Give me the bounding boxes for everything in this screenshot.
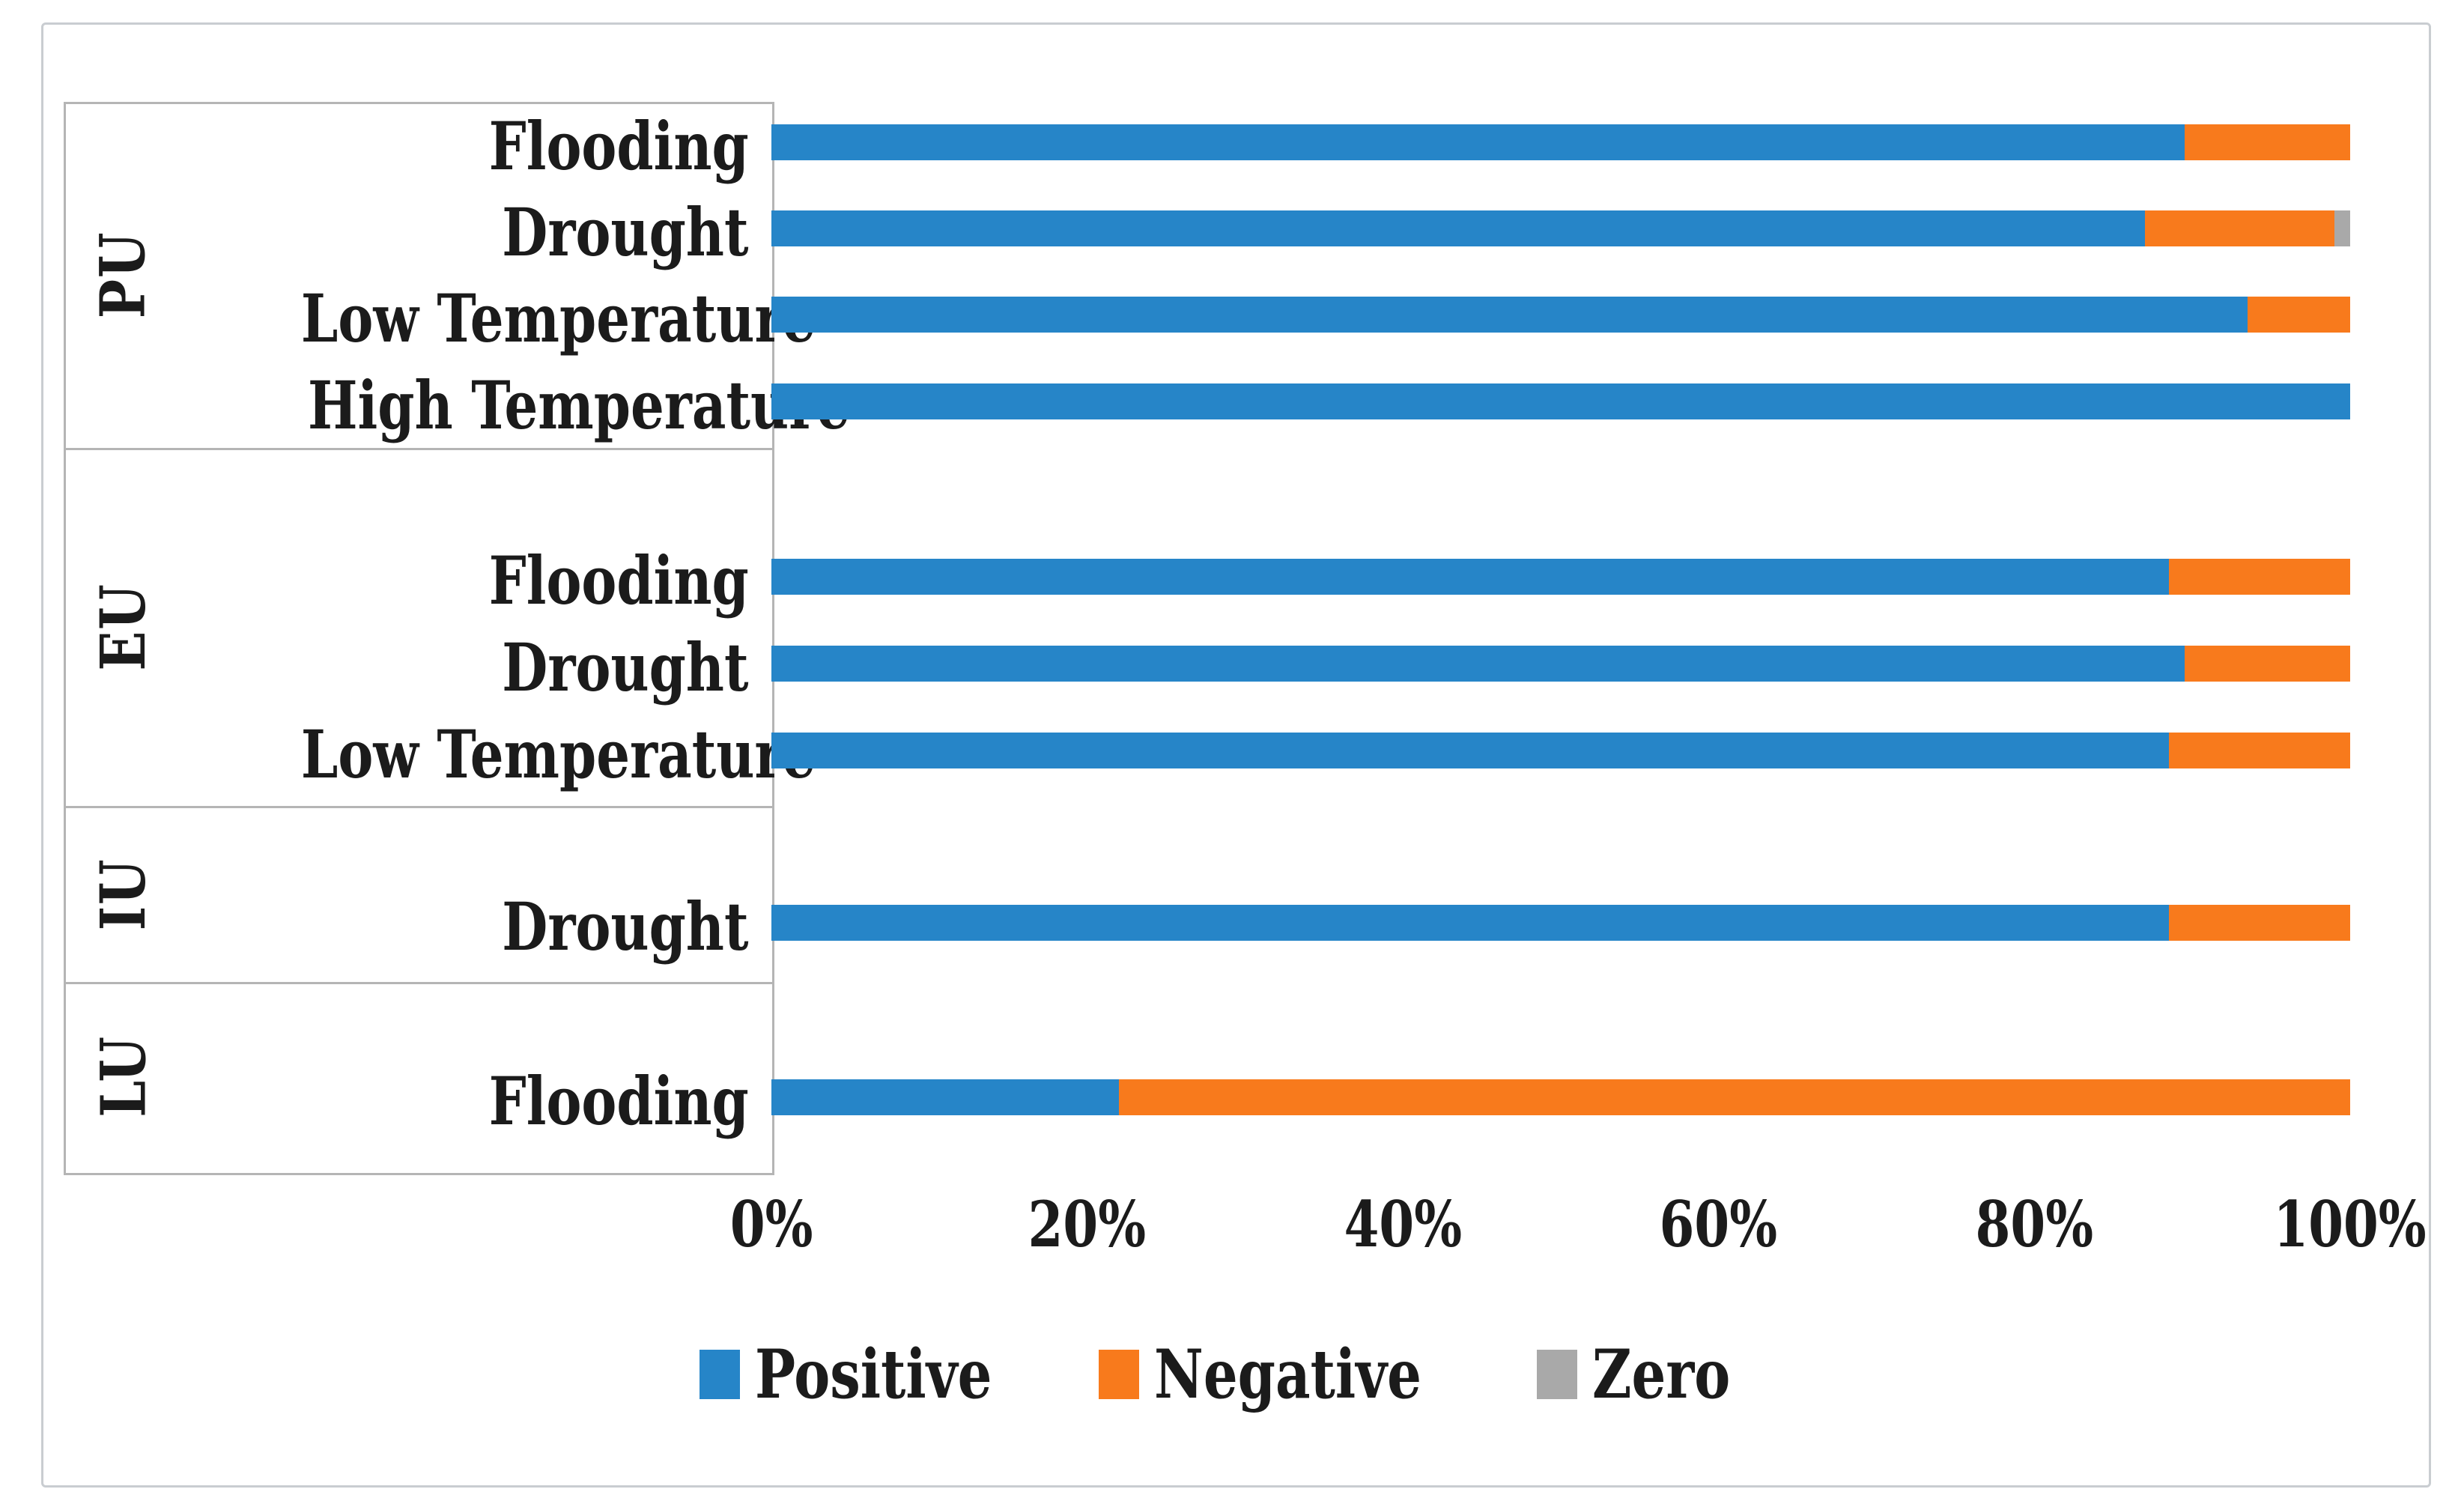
- group-label-iu: IU: [75, 806, 172, 982]
- bar-segment-negative: [2144, 210, 2334, 246]
- category-panel: [64, 102, 774, 1175]
- x-axis-tick: 60%: [1606, 1187, 1831, 1262]
- bar-pu-flooding: [771, 124, 2350, 160]
- bar-eu-drought: [771, 646, 2350, 682]
- bar-segment-positive: [771, 383, 2350, 419]
- bar-segment-negative: [2247, 297, 2350, 333]
- category-label-text: High Temperature: [308, 366, 851, 444]
- bar-lu-flooding: [771, 1079, 2350, 1115]
- group-label-eu: EU: [75, 448, 172, 806]
- group-label-lu: LU: [75, 982, 172, 1171]
- x-axis-tick-text: 60%: [1660, 1187, 1778, 1261]
- legend-item-zero: Zero: [1536, 1335, 1764, 1414]
- category-label: Flooding: [172, 105, 749, 187]
- bar-pu-low-temperature: [771, 297, 2350, 333]
- category-label: Flooding: [172, 1060, 749, 1142]
- x-axis-tick: 20%: [975, 1187, 1200, 1262]
- legend-item-positive: Positive: [700, 1335, 1051, 1414]
- x-axis-tick-text: 40%: [1344, 1187, 1462, 1261]
- bar-segment-negative: [2184, 646, 2350, 682]
- bar-eu-flooding: [771, 559, 2350, 595]
- group-label-text: EU: [88, 583, 160, 671]
- category-label: High Temperature: [172, 364, 850, 446]
- category-label: Drought: [172, 626, 749, 709]
- bar-pu-high-temperature: [771, 383, 2350, 419]
- group-divider: [64, 806, 772, 808]
- bar-pu-drought: [771, 210, 2350, 246]
- category-label-text: Low Temperature: [300, 279, 816, 357]
- bar-segment-positive: [771, 905, 2169, 941]
- bar-segment-positive: [771, 297, 2248, 333]
- bar-segment-positive: [771, 1079, 1119, 1115]
- category-label: Low Temperature: [172, 713, 816, 795]
- group-label-text: LU: [88, 1035, 160, 1118]
- x-axis-tick: 80%: [1922, 1187, 2146, 1262]
- bar-segment-negative: [2168, 733, 2350, 768]
- x-axis-tick: 100%: [2238, 1187, 2463, 1262]
- category-label-text: Flooding: [488, 542, 749, 619]
- group-divider: [64, 448, 772, 450]
- category-label: Drought: [172, 885, 749, 968]
- x-axis-tick-text: 0%: [729, 1187, 813, 1261]
- x-axis-tick-text: 80%: [1975, 1187, 2094, 1261]
- x-axis-tick-text: 20%: [1028, 1187, 1147, 1261]
- bar-segment-positive: [771, 646, 2185, 682]
- x-axis-tick: 40%: [1290, 1187, 1515, 1262]
- bar-segment-negative: [2168, 905, 2350, 941]
- bar-segment-negative: [2184, 124, 2350, 160]
- category-label-text: Flooding: [488, 1062, 749, 1140]
- category-label-text: Drought: [502, 628, 749, 706]
- bar-iu-drought: [771, 905, 2350, 941]
- group-divider: [64, 982, 772, 984]
- legend-swatch-positive: [700, 1350, 741, 1399]
- x-axis-tick: 0%: [659, 1187, 884, 1262]
- category-label: Flooding: [172, 539, 749, 622]
- bar-segment-zero: [2334, 210, 2350, 246]
- legend-label: Positive: [755, 1335, 992, 1414]
- bar-eu-low-temperature: [771, 733, 2350, 768]
- legend-swatch-zero: [1536, 1350, 1577, 1399]
- group-label-text: IU: [88, 858, 160, 930]
- legend-swatch-negative: [1099, 1350, 1140, 1399]
- category-label: Low Temperature: [172, 277, 816, 360]
- category-label-text: Flooding: [488, 107, 749, 185]
- category-label-text: Drought: [502, 193, 749, 271]
- legend-label: Zero: [1591, 1335, 1730, 1414]
- category-label-text: Low Temperature: [300, 715, 816, 793]
- chart-legend: Positive Negative Zero: [0, 1335, 2464, 1414]
- category-label-text: Drought: [502, 888, 749, 965]
- bar-segment-negative: [1118, 1079, 2350, 1115]
- bar-segment-positive: [771, 733, 2169, 768]
- bar-segment-positive: [771, 124, 2185, 160]
- bar-segment-positive: [771, 559, 2169, 595]
- group-label-pu: PU: [75, 102, 172, 448]
- legend-label: Negative: [1154, 1335, 1422, 1414]
- x-axis-tick-text: 100%: [2273, 1187, 2427, 1261]
- bar-segment-negative: [2168, 559, 2350, 595]
- bar-segment-positive: [771, 210, 2145, 246]
- category-label: Drought: [172, 191, 749, 273]
- legend-item-negative: Negative: [1099, 1335, 1488, 1414]
- group-label-text: PU: [88, 231, 160, 319]
